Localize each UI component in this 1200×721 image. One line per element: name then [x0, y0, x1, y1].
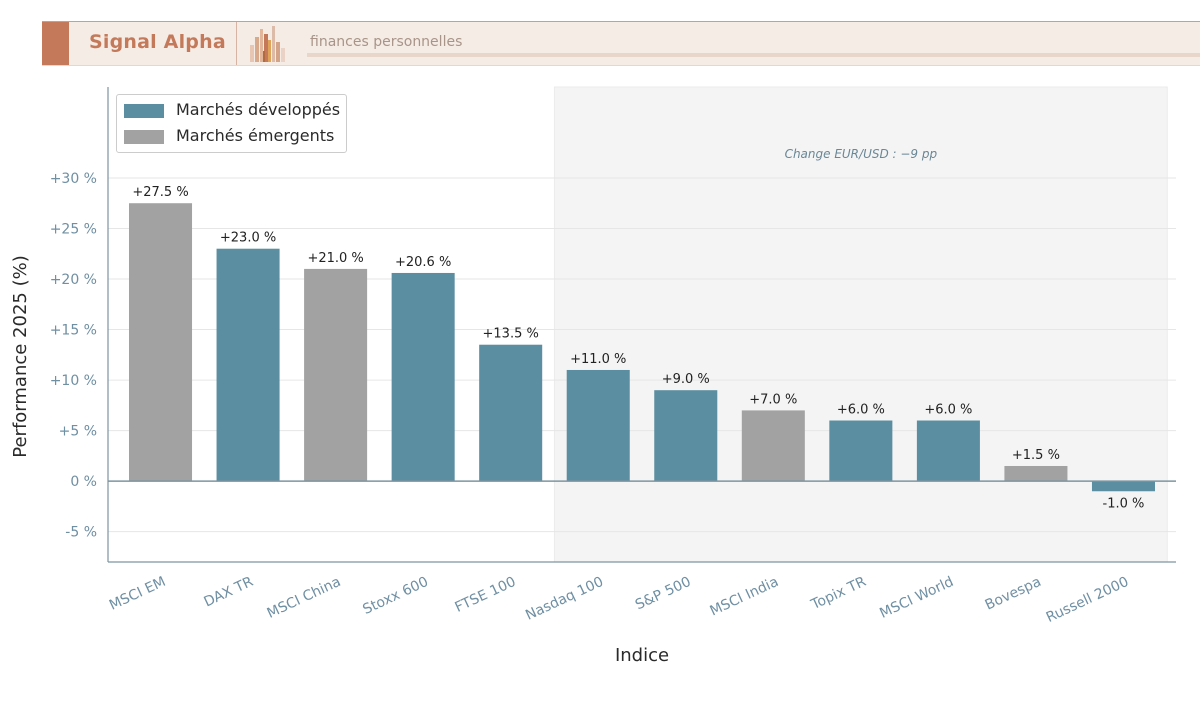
header-band: Signal Alpha finances personnelles — [42, 21, 1200, 66]
legend-swatch-emerging — [124, 130, 164, 144]
bar — [216, 248, 280, 482]
x-tick-label: FTSE 100 — [453, 574, 519, 616]
x-tick-label: MSCI World — [877, 574, 956, 622]
shaded-region-label: Change EUR/USD : −9 pp — [785, 147, 938, 161]
value-label: +21.0 % — [307, 251, 363, 266]
x-axis-label: Indice — [615, 645, 669, 666]
x-tick-label: MSCI China — [265, 574, 344, 622]
value-label: +1.5 % — [1012, 448, 1060, 463]
shaded-region — [553, 86, 1168, 563]
x-tick-label: DAX TR — [202, 574, 257, 611]
brand-name: Signal Alpha — [89, 31, 226, 53]
x-tick-label: Stoxx 600 — [360, 574, 430, 618]
value-label: +27.5 % — [132, 185, 188, 200]
value-label: +23.0 % — [220, 231, 276, 246]
value-label: -1.0 % — [1103, 496, 1145, 511]
bar — [566, 369, 630, 482]
x-tick-label: S&P 500 — [633, 574, 694, 614]
y-tick-label: +10 % — [50, 373, 97, 389]
y-tick-label: +30 % — [50, 171, 97, 187]
y-tick-label: -5 % — [65, 525, 97, 541]
bar-chart-logo-icon — [250, 26, 285, 62]
bar — [129, 203, 193, 482]
x-tick-label: Nasdaq 100 — [523, 574, 606, 624]
chart-legend: Marchés développés Marchés émergents — [116, 94, 347, 153]
value-label: +6.0 % — [837, 403, 885, 418]
value-label: +13.5 % — [483, 327, 539, 342]
bar — [916, 420, 980, 482]
y-tick-labels-group: -5 % 0 % +5 % +10 % +15 % +20 % +25 % +30 % — [50, 171, 97, 541]
x-tick-labels-group: MSCI EM DAX TR MSCI China Stoxx 600 FTSE 100… — [107, 574, 1131, 626]
legend-label-developed: Marchés développés — [176, 100, 341, 119]
y-tick-label: +25 % — [50, 221, 97, 237]
bar — [741, 410, 805, 482]
y-axis-label: Performance 2025 (%) — [10, 255, 31, 457]
value-label: +9.0 % — [662, 372, 710, 387]
value-label: +20.6 % — [395, 255, 451, 270]
legend-swatch-developed — [124, 104, 164, 118]
x-tick-label: MSCI EM — [107, 574, 168, 614]
performance-bar-chart: Change EUR/USD : −9 pp +27.5 % +23.0 % +21… — [10, 86, 1176, 666]
bar — [479, 344, 543, 482]
bar — [1004, 465, 1068, 482]
brand-separator — [236, 22, 237, 65]
y-tick-label: +5 % — [59, 424, 97, 440]
x-tick-label: Topix TR — [808, 574, 869, 614]
x-tick-label: Russell 2000 — [1044, 574, 1131, 626]
value-label: +6.0 % — [924, 403, 972, 418]
axes-group — [107, 87, 1176, 563]
bar — [391, 272, 455, 482]
x-tick-label: MSCI India — [708, 574, 782, 620]
bar — [304, 268, 368, 482]
bar — [654, 390, 718, 482]
legend-label-emerging: Marchés émergents — [176, 126, 335, 145]
value-label: +11.0 % — [570, 352, 626, 367]
y-tick-label: 0 % — [70, 474, 97, 490]
tagline: finances personnelles — [310, 34, 463, 50]
bars-group — [129, 203, 1155, 492]
brand-accent-block — [42, 22, 69, 65]
bar — [829, 420, 893, 482]
tagline-rule — [307, 53, 1200, 57]
y-tick-label: +20 % — [50, 272, 97, 288]
grid-lines — [108, 177, 1176, 533]
value-label: +7.0 % — [749, 392, 797, 407]
bar — [1091, 481, 1155, 492]
x-tick-label: Bovespa — [983, 574, 1044, 614]
y-tick-label: +15 % — [50, 323, 97, 339]
value-labels-group: +27.5 % +23.0 % +21.0 % +20.6 % +13.5 % +11.0… — [132, 185, 1144, 511]
